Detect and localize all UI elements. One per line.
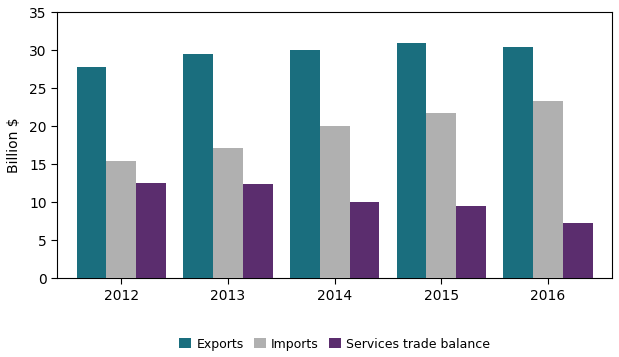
- Bar: [77, 67, 106, 278]
- Bar: [426, 113, 456, 278]
- Bar: [350, 202, 379, 278]
- Bar: [563, 223, 593, 278]
- Bar: [136, 183, 166, 278]
- Bar: [106, 161, 136, 278]
- Bar: [397, 43, 426, 278]
- Bar: [320, 126, 350, 278]
- Bar: [213, 148, 243, 278]
- Y-axis label: Billion $: Billion $: [7, 118, 21, 173]
- Bar: [503, 47, 533, 278]
- Bar: [243, 184, 273, 278]
- Bar: [456, 206, 486, 278]
- Bar: [533, 101, 563, 278]
- Bar: [290, 50, 320, 278]
- Legend: Exports, Imports, Services trade balance: Exports, Imports, Services trade balance: [174, 333, 495, 356]
- Bar: [183, 54, 213, 278]
